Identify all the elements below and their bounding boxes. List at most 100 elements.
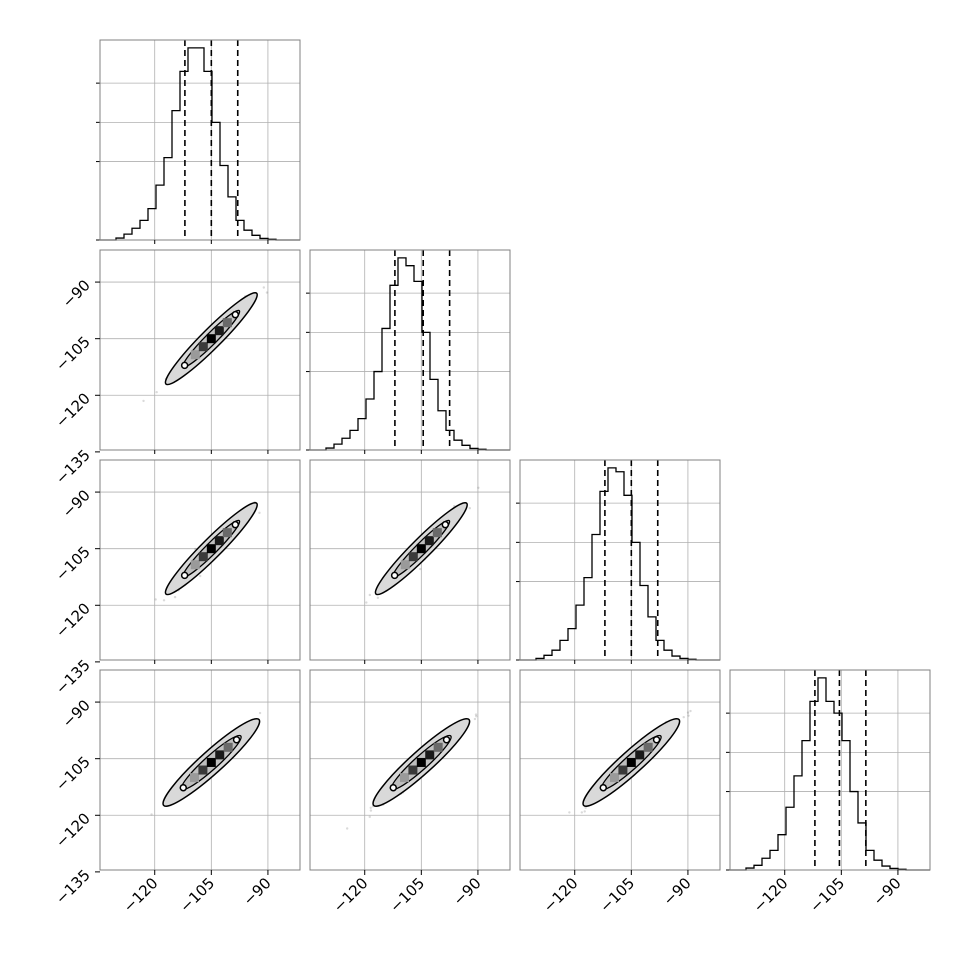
histogram-frame-4 — [729, 669, 931, 871]
scatter-panel-4-2 — [309, 669, 511, 871]
density-cell — [635, 750, 645, 760]
y-tick-label: −135 — [52, 446, 94, 488]
histogram-panel-1 — [96, 39, 301, 241]
sample-point — [474, 713, 478, 716]
y-tick-label: −90 — [59, 696, 94, 731]
sample-point — [475, 715, 478, 718]
x-tick-label: −120 — [750, 874, 792, 916]
density-cell — [408, 552, 418, 562]
sample-point — [154, 598, 157, 601]
density-cell — [400, 560, 410, 570]
density-cell — [206, 544, 216, 554]
x-tick-label: −105 — [176, 874, 218, 916]
histogram-step-3 — [520, 467, 720, 661]
density-cell — [214, 326, 224, 336]
sample-point — [258, 511, 261, 515]
sample-point — [162, 599, 166, 602]
outlier-marker — [652, 735, 661, 744]
density-cell — [206, 757, 216, 767]
density-cell — [425, 750, 435, 760]
scatter-frame-2-1 — [99, 249, 301, 451]
scatter-panel-4-1 — [99, 669, 301, 871]
sample-point — [687, 714, 690, 717]
histogram-panel-3 — [516, 459, 721, 661]
y-tick-label: −120 — [52, 389, 94, 431]
y-tick-label: −90 — [59, 486, 94, 521]
histogram-panel-4 — [726, 669, 931, 871]
density-cell — [433, 742, 443, 752]
sample-point — [173, 595, 177, 599]
sample-point — [150, 813, 153, 816]
density-cell — [399, 773, 409, 783]
histogram-panel-2 — [306, 249, 511, 451]
sample-point — [369, 809, 373, 812]
sample-point — [142, 399, 145, 403]
x-tick-label: −105 — [806, 874, 848, 916]
density-cell — [432, 528, 442, 538]
density-cell — [424, 536, 434, 546]
density-cell — [408, 765, 418, 775]
x-tick-label: −90 — [870, 874, 905, 909]
sample-point — [689, 709, 692, 713]
density-cell — [190, 350, 200, 360]
y-tick-label: −105 — [52, 543, 94, 585]
sample-point — [199, 574, 202, 578]
x-tick-label: −90 — [240, 874, 275, 909]
sample-point — [155, 390, 158, 394]
x-tick-label: −90 — [450, 874, 485, 909]
outlier-marker — [180, 571, 189, 580]
density-cell — [189, 773, 199, 783]
density-cell — [198, 765, 208, 775]
density-cell — [198, 342, 208, 352]
x-tick-label: −120 — [330, 874, 372, 916]
density-cell — [198, 552, 208, 562]
density-cell — [206, 334, 216, 344]
scatter-panel-3-2 — [309, 459, 511, 661]
scatter-frame-3-2 — [309, 459, 511, 661]
density-cell — [416, 757, 426, 767]
outlier-marker — [441, 520, 450, 529]
histogram-step-4 — [730, 677, 930, 871]
outlier-marker — [231, 520, 240, 529]
sample-point — [265, 291, 269, 294]
sample-point — [584, 806, 587, 809]
sample-point — [468, 507, 472, 510]
outlier-marker — [231, 310, 240, 319]
sample-point — [368, 593, 372, 597]
density-cell — [214, 536, 224, 546]
density-cell — [626, 757, 636, 767]
outlier-marker — [390, 571, 399, 580]
outlier-marker — [179, 783, 188, 792]
histogram-step-1 — [100, 47, 300, 241]
outlier-marker — [180, 361, 189, 370]
sample-point — [583, 810, 586, 813]
sample-point — [369, 806, 372, 809]
x-tick-label: −105 — [386, 874, 428, 916]
scatter-frame-4-1 — [99, 669, 301, 871]
scatter-frame-3-1 — [99, 459, 301, 661]
histogram-frame-3 — [519, 459, 721, 661]
sample-point — [686, 711, 690, 714]
grid-group — [100, 670, 300, 870]
scatter-panel-3-1 — [99, 459, 301, 661]
y-tick-label: −135 — [52, 656, 94, 698]
density-cell — [609, 773, 619, 783]
outlier-marker — [442, 735, 451, 744]
density-cell — [643, 742, 653, 752]
histogram-frame-1 — [99, 39, 301, 241]
x-tick-label: −90 — [660, 874, 695, 909]
density-cell — [215, 750, 225, 760]
y-tick-label: −105 — [52, 753, 94, 795]
x-tick-label: −120 — [540, 874, 582, 916]
density-cell — [222, 528, 232, 538]
sample-point — [568, 811, 571, 814]
histogram-frame-2 — [309, 249, 511, 451]
sample-point — [345, 827, 349, 830]
sample-point — [258, 711, 262, 715]
sample-point — [376, 596, 380, 600]
outlier-marker — [232, 735, 241, 744]
sample-point — [580, 811, 584, 814]
scatter-frame-4-2 — [309, 669, 511, 871]
sample-point — [419, 567, 422, 571]
